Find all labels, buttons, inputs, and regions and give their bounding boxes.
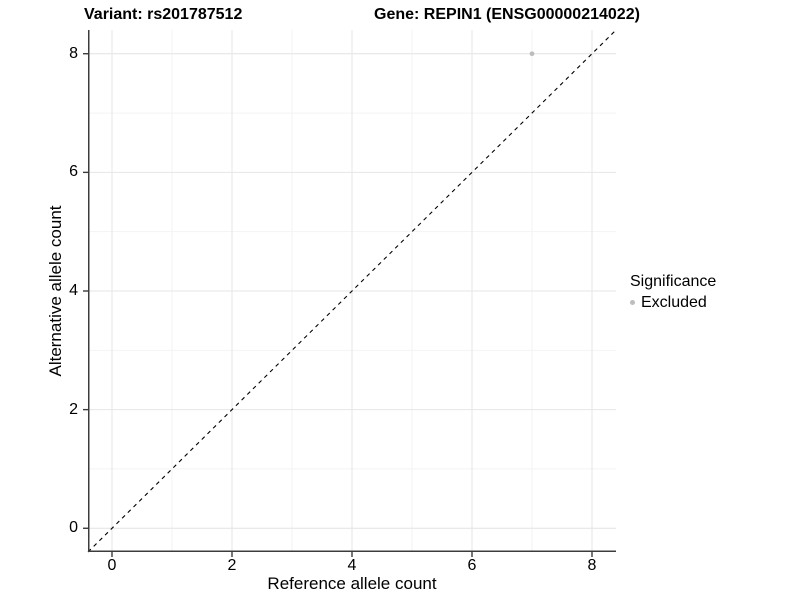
gene-title: Gene: REPIN1 (ENSG00000214022) bbox=[374, 6, 640, 23]
x-tick-label: 6 bbox=[467, 557, 477, 574]
variant-title: Variant: rs201787512 bbox=[84, 6, 243, 23]
legend: Significance Excluded bbox=[630, 272, 716, 312]
x-tick-label: 2 bbox=[227, 557, 237, 574]
legend-title: Significance bbox=[630, 273, 717, 290]
identity-dashed-line bbox=[87, 30, 616, 553]
legend-item-excluded: Excluded bbox=[630, 293, 716, 312]
x-tick-label: 4 bbox=[347, 557, 357, 574]
y-tick-label: 2 bbox=[69, 400, 78, 418]
x-tick-label: 0 bbox=[107, 557, 117, 574]
x-tick-label: 8 bbox=[587, 557, 597, 574]
y-tick-label: 8 bbox=[69, 44, 78, 62]
legend-item-label: Excluded bbox=[641, 294, 707, 311]
axis-lines bbox=[88, 30, 616, 552]
y-tick-label: 6 bbox=[69, 163, 78, 181]
gridlines-major bbox=[88, 30, 616, 552]
y-tick-label: 4 bbox=[69, 282, 78, 299]
plot-panel bbox=[83, 30, 616, 557]
data-points bbox=[529, 51, 535, 57]
data-point bbox=[529, 51, 535, 57]
tick-marks bbox=[83, 53, 593, 557]
excluded-point-icon bbox=[630, 300, 635, 305]
y-tick-label: 0 bbox=[69, 519, 78, 537]
x-axis-title: Reference allele count bbox=[267, 574, 437, 593]
